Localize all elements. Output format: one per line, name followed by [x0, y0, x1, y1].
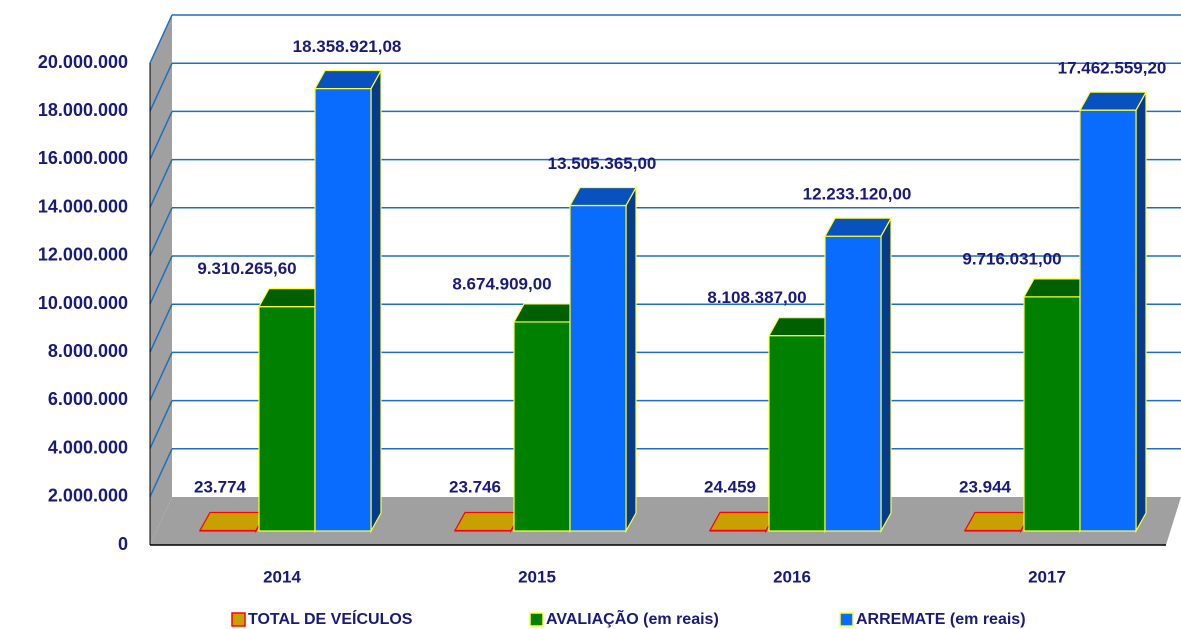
grid-line: [149, 111, 173, 160]
y-tick-label: 14.000.000: [38, 196, 128, 216]
y-tick-label: 20.000.000: [38, 52, 128, 72]
bar-top: [1078, 91, 1148, 111]
legend-marker: [231, 612, 246, 627]
grid-line: [149, 400, 173, 449]
y-tick-label: 4.000.000: [48, 437, 128, 457]
x-tick-label: 2016: [773, 567, 811, 586]
bar: [824, 235, 882, 532]
value-label: 8.674.909,00: [452, 274, 551, 293]
bar-top: [708, 511, 778, 532]
value-label: 9.310.265,60: [197, 259, 296, 278]
y-tick-label: 8.000.000: [48, 341, 128, 361]
y-tick-label: 18.000.000: [38, 100, 128, 120]
y-tick-label: 0: [118, 534, 128, 554]
bar: [768, 334, 826, 532]
bar-top: [453, 511, 523, 532]
value-label: 9.716.031,00: [962, 249, 1061, 268]
bar-top: [823, 217, 893, 237]
bar-top: [568, 186, 638, 207]
value-label: 12.233.120,00: [803, 185, 912, 204]
x-tick-label: 2015: [518, 567, 556, 586]
y-tick-label: 2.000.000: [48, 486, 128, 506]
bar: [258, 306, 316, 532]
x-tick-label: 2017: [1028, 567, 1066, 586]
y-tick-label: 10.000.000: [38, 293, 128, 313]
value-label: 23.774: [194, 477, 247, 496]
y-tick-label: 16.000.000: [38, 148, 128, 168]
grid-line: [149, 448, 173, 498]
bar: [1023, 296, 1081, 532]
bar-side: [370, 68, 382, 534]
y-tick-label: 12.000.000: [38, 245, 128, 265]
grid-line: [149, 352, 173, 401]
grid-line: [149, 207, 173, 257]
value-label: 18.358.921,08: [293, 37, 402, 56]
value-label: 24.459: [704, 477, 756, 496]
bar-side: [1135, 89, 1147, 534]
legend-marker: [529, 612, 544, 627]
bar-top: [198, 511, 268, 532]
grid-line: [149, 159, 173, 208]
floor: [150, 497, 1181, 545]
grid-line: [149, 255, 173, 305]
value-label: 23.746: [449, 477, 501, 496]
legend-label: ARREMATE (em reais): [856, 611, 1026, 628]
grid-line: [149, 303, 173, 353]
bar: [569, 204, 627, 532]
bar-top: [313, 69, 383, 90]
grid-line: [149, 14, 173, 64]
value-label: 17.462.559,20: [1058, 59, 1167, 78]
bar-top: [963, 511, 1033, 532]
bar-side: [880, 215, 892, 534]
legend-marker: [839, 612, 854, 627]
legend-label: TOTAL DE VEÍCULOS: [248, 609, 413, 628]
grid-line: [149, 62, 173, 112]
value-label: 13.505.365,00: [548, 154, 657, 173]
legend-label: AVALIAÇÃO (em reais): [546, 608, 719, 628]
bar: [314, 87, 372, 532]
value-label: 8.108.387,00: [707, 288, 806, 307]
bar: [513, 321, 571, 532]
y-tick-label: 6.000.000: [48, 389, 128, 409]
bar-side: [625, 185, 637, 534]
bar: [1079, 109, 1137, 532]
x-tick-label: 2014: [263, 567, 301, 586]
value-label: 23.944: [959, 477, 1012, 496]
